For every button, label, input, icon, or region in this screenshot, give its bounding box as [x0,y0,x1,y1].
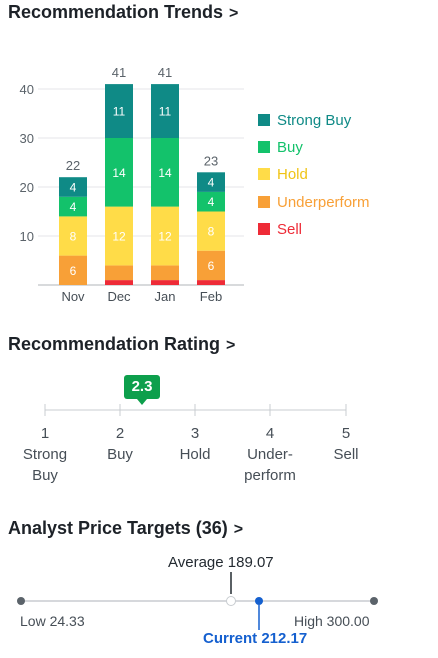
bar-segment-buy [151,138,179,207]
bar-segment-label: 11 [159,105,172,119]
high-price-label: High 300.00 [294,613,370,629]
bar-segment-label: 12 [112,230,126,244]
current-marker-dot [255,597,263,605]
rating-label-line2: perform [244,467,296,484]
bar-segment-label: 4 [70,181,77,195]
bar-total-label: 22 [66,158,80,173]
bar-total-label: 41 [158,65,172,80]
bar-total-label: 23 [204,153,218,168]
rating-label-num: 2 [115,425,125,442]
bar-total-label: 41 [112,65,126,80]
rating-value-badge: 2.3 [124,375,160,405]
y-tick-label: 10 [20,229,34,244]
bar-segment-sell [197,280,225,285]
rating-label-line2: Buy [32,467,58,484]
legend-buy: Buy [258,137,303,157]
legend-swatch-strong-buy [258,114,270,126]
legend-sell: Sell [258,219,302,239]
legend-label-buy: Buy [277,138,303,156]
legend-label-hold: Hold [277,165,308,183]
rating-label-line1: Sell [333,446,359,463]
bar-segment-label: 11 [113,105,126,119]
legend-hold: Hold [258,164,308,184]
chevron-right-icon: > [226,337,236,354]
rating-label-line1: Under- [247,446,293,463]
bar-segment-strong-buy [59,177,87,197]
bar-segment-buy [197,191,225,212]
x-category-label: Feb [200,289,222,304]
bar-segment-strong-buy [197,172,225,192]
x-category-label: Jan [155,289,176,304]
bar-segment-label: 12 [158,230,172,244]
rating-label-num: 4 [265,425,275,442]
bar-segment-underperform [151,265,179,281]
rating-label-line1: Buy [107,446,133,463]
average-marker-dot [226,596,236,606]
bar-segment-label: 6 [208,259,215,273]
recommendation-trends-chart: 10 20 30 40 6 8 4 4 22 Nov 12 14 11 41 Dec 12 14 11 41 Jan 6… [20,65,244,304]
high-marker-dot [370,597,378,605]
bar-segment-sell [151,280,179,285]
rating-scale [44,404,347,416]
bar-segment-hold [197,211,225,251]
x-category-label: Nov [61,289,85,304]
bar-segment-hold [59,216,87,256]
bar-segment-underperform [197,250,225,281]
analyst-price-targets-title[interactable]: Analyst Price Targets (36) > [8,518,243,539]
y-tick-label: 30 [20,131,34,146]
bar-segment-underperform [59,255,87,285]
bar-segment-sell [105,280,133,285]
bar-segment-label: 6 [70,264,77,278]
legend-label-underperform: Underperform [277,193,370,211]
legend-swatch-buy [258,141,270,153]
average-price-label: Average 189.07 [168,554,274,571]
recommendation-trends-title-text: Recommendation Trends [8,2,224,22]
y-tick-label: 40 [20,82,34,97]
bar-segment-strong-buy [105,84,133,138]
bar-segment-hold [105,206,133,266]
rating-label-hold: 3 Hold [155,423,235,465]
bar-segment-strong-buy [151,84,179,138]
y-tick-label: 20 [20,180,34,195]
current-price-label: Current 212.17 [203,630,308,647]
rating-label-line1: Hold [179,446,211,463]
bar-segment-label: 14 [112,166,126,180]
x-category-label: Dec [107,289,131,304]
bar-segment-label: 8 [70,230,77,244]
low-marker-dot [17,597,25,605]
bar-segment-buy [59,196,87,217]
rating-label-underperform: 4 Under- perform [230,423,310,486]
bar-segment-label: 8 [208,225,215,239]
rating-label-buy: 2 Buy [80,423,160,465]
rating-label-line1: Strong [22,446,68,463]
legend-swatch-underperform [258,196,270,208]
rating-label-num: 3 [190,425,200,442]
legend-strong-buy: Strong Buy [258,110,351,130]
rating-label-num: 5 [341,425,351,442]
bar-segment-buy [105,138,133,207]
rating-label-sell: 5 Sell [306,423,386,465]
legend-label-sell: Sell [277,220,303,238]
rating-label-num: 1 [40,425,50,442]
chevron-right-icon: > [229,5,239,22]
bar-segment-label: 14 [158,166,172,180]
chevron-right-icon: > [233,521,244,538]
legend-swatch-hold [258,168,270,180]
price-target-range [17,572,378,630]
recommendation-trends-title[interactable]: Recommendation Trends > [8,2,238,23]
recommendation-rating-title-text: Recommendation Rating [8,334,221,354]
analyst-price-targets-title-text: Analyst Price Targets (36) [8,518,228,538]
rating-label-strong-buy: 1 Strong Buy [5,423,85,486]
legend-swatch-sell [258,223,270,235]
legend-underperform: Underperform [258,192,370,212]
bar-segment-underperform [105,265,133,281]
bar-segment-hold [151,206,179,266]
bar-segment-label: 4 [208,195,215,209]
low-price-label: Low 24.33 [20,613,85,629]
recommendation-rating-title[interactable]: Recommendation Rating > [8,334,235,355]
legend-label-strong-buy: Strong Buy [277,111,352,129]
bar-segment-label: 4 [70,200,77,214]
bar-segment-label: 4 [208,176,215,190]
